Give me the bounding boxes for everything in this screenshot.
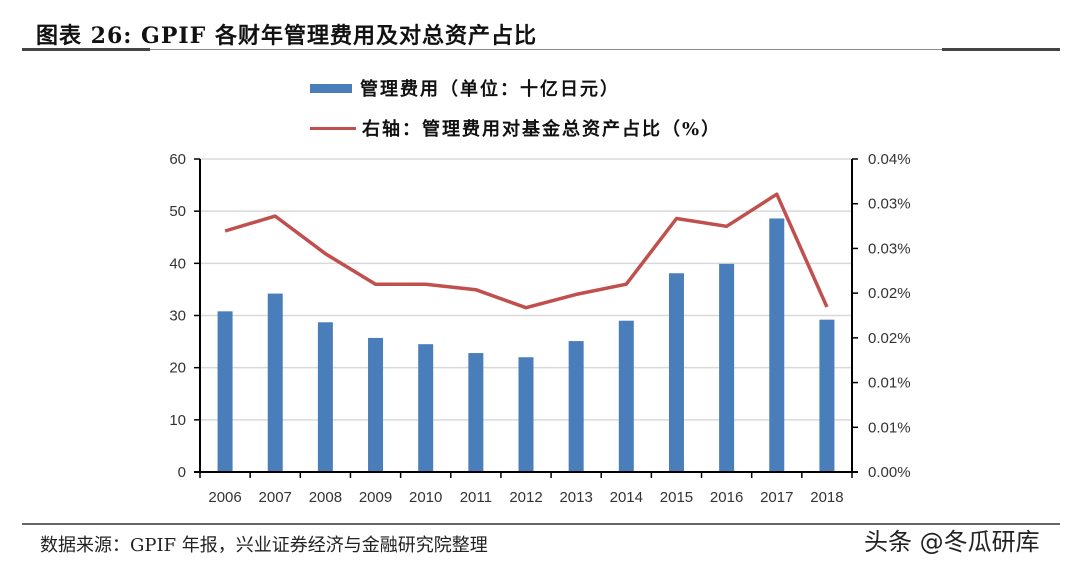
legend-line-swatch-icon <box>310 126 356 130</box>
left-axis-tick-label: 30 <box>169 308 186 325</box>
bar-2018 <box>819 319 835 472</box>
x-axis-tick-label: 2017 <box>760 489 793 506</box>
title-divider-accent-right <box>942 48 1060 51</box>
bar-2006 <box>217 311 233 472</box>
left-axis-tick-label: 60 <box>169 151 186 168</box>
bar-2008 <box>317 322 333 472</box>
bar-2011 <box>468 353 484 472</box>
ratio-line <box>224 192 829 310</box>
x-axis-tick-label: 2006 <box>208 489 241 506</box>
right-axis-tick-label: 0.04% <box>868 151 911 168</box>
x-axis-tick-label: 2016 <box>710 489 743 506</box>
x-axis-tick-label: 2015 <box>660 489 693 506</box>
legend-bar-label: 管理费用（单位：十亿日元） <box>360 79 620 100</box>
left-axis-tick-label: 40 <box>169 255 186 272</box>
bar-2015 <box>668 273 684 472</box>
bar-2016 <box>719 263 735 472</box>
bar-2014 <box>618 320 634 472</box>
bar-2012 <box>518 357 534 472</box>
axes <box>194 158 858 478</box>
x-axis-tick-label: 2007 <box>259 489 292 506</box>
right-axis-tick-label: 0.02% <box>868 285 911 302</box>
legend: 管理费用（单位：十亿日元） 右轴：管理费用对基金总资产占比（%） <box>310 68 721 148</box>
bar-series <box>217 218 835 472</box>
left-axis-tick-label: 0 <box>178 464 186 481</box>
x-axis-tick-label: 2008 <box>309 489 342 506</box>
bar-2007 <box>267 293 283 472</box>
right-axis-tick-label: 0.00% <box>868 464 911 481</box>
left-axis-tick-label: 50 <box>169 203 186 220</box>
left-axis-tick-label: 10 <box>169 412 186 429</box>
left-axis-labels: 0 10 20 30 40 50 60 <box>169 151 186 481</box>
source-note: 数据来源：GPIF 年报，兴业证券经济与金融研究院整理 <box>40 535 488 556</box>
x-axis-tick-label: 2012 <box>509 489 542 506</box>
x-axis-tick-label: 2013 <box>559 489 592 506</box>
legend-item-bar: 管理费用（单位：十亿日元） <box>310 68 721 108</box>
x-axis-tick-label: 2010 <box>409 489 442 506</box>
right-axis-tick-label: 0.02% <box>868 330 911 347</box>
bar-2009 <box>368 337 384 472</box>
footer-divider <box>22 523 1060 525</box>
chart-title: 图表 26: GPIF 各财年管理费用及对总资产占比 <box>36 23 537 49</box>
x-axis-tick-label: 2018 <box>810 489 843 506</box>
x-axis-tick-label: 2014 <box>610 489 643 506</box>
x-axis-tick-label: 2011 <box>460 489 492 506</box>
left-axis-tick-label: 20 <box>169 360 186 377</box>
bar-2013 <box>568 341 584 472</box>
right-axis-tick-label: 0.03% <box>868 196 911 213</box>
right-axis-tick-label: 0.01% <box>868 419 911 436</box>
right-axis-tick-label: 0.03% <box>868 240 911 257</box>
bar-2017 <box>769 218 785 472</box>
title-divider-accent-left <box>22 48 150 51</box>
line-series <box>224 192 829 310</box>
legend-line-label: 右轴：管理费用对基金总资产占比（%） <box>362 119 722 140</box>
title-divider <box>22 49 1060 50</box>
x-axis-labels: 2006 2007 2008 2009 2010 2011 2012 2013 2014 2015… <box>208 489 843 506</box>
legend-bar-swatch-icon <box>310 83 352 93</box>
right-axis-labels: 0.00% 0.01% 0.01% 0.02% 0.02% 0.03% 0.03% 0.04% <box>868 151 911 481</box>
legend-item-line: 右轴：管理费用对基金总资产占比（%） <box>310 108 721 148</box>
bar-2010 <box>418 344 434 472</box>
right-axis-tick-label: 0.01% <box>868 375 911 392</box>
x-axis-tick-label: 2009 <box>359 489 392 506</box>
watermark: 头条 @冬瓜研库 <box>864 528 1040 556</box>
